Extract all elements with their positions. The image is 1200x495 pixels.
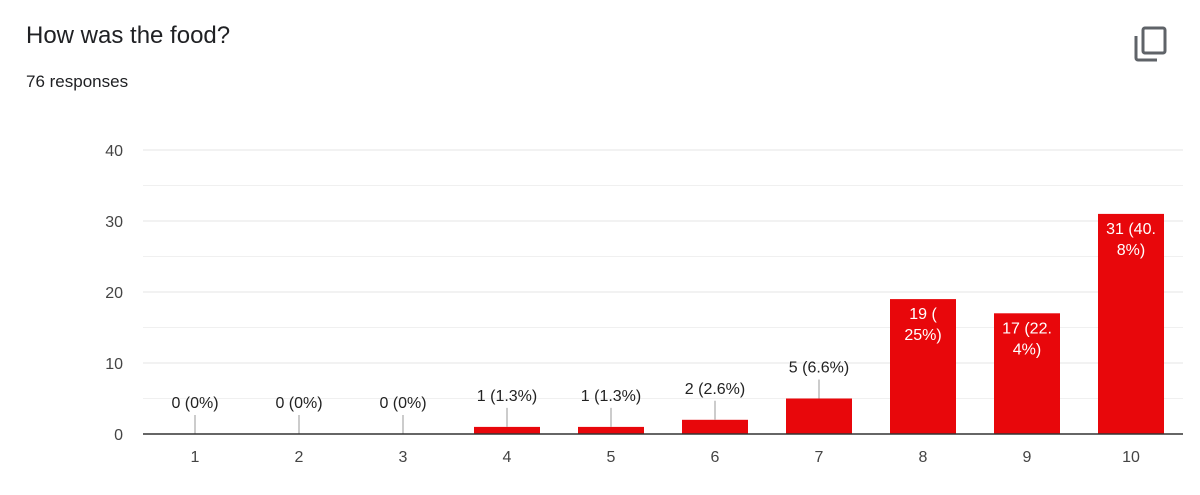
y-tick-label: 30 xyxy=(105,214,123,231)
bar xyxy=(786,398,852,434)
x-tick-label: 4 xyxy=(503,449,512,466)
copy-chart-button[interactable] xyxy=(1128,22,1172,66)
bar xyxy=(994,313,1060,434)
bar xyxy=(474,426,540,434)
bar xyxy=(682,419,748,434)
data-label: 0 (0%) xyxy=(379,395,426,412)
data-label: 31 (40. xyxy=(1106,221,1156,238)
x-tick-label: 5 xyxy=(607,449,616,466)
data-label: 5 (6.6%) xyxy=(789,360,849,377)
data-label: 17 (22. xyxy=(1002,320,1052,337)
y-tick-label: 0 xyxy=(114,427,123,444)
data-label: 0 (0%) xyxy=(275,395,322,412)
copy-icon xyxy=(1134,26,1167,62)
bar xyxy=(890,299,956,434)
x-tick-label: 3 xyxy=(399,449,408,466)
x-tick-label: 7 xyxy=(815,449,824,466)
x-tick-label: 1 xyxy=(191,449,200,466)
page-title: How was the food? xyxy=(26,22,231,49)
x-tick-label: 9 xyxy=(1023,449,1032,466)
y-tick-label: 10 xyxy=(105,356,123,373)
data-label: 19 ( xyxy=(909,306,937,323)
data-label: 0 (0%) xyxy=(171,395,218,412)
y-tick-label: 40 xyxy=(105,143,123,160)
bar xyxy=(578,426,644,434)
data-label: 25%) xyxy=(904,327,941,344)
x-tick-label: 6 xyxy=(711,449,720,466)
response-count: 76 responses xyxy=(26,72,129,91)
data-label: 1 (1.3%) xyxy=(581,388,641,405)
bar xyxy=(1098,213,1164,434)
data-label: 4%) xyxy=(1013,341,1041,358)
x-tick-label: 10 xyxy=(1122,449,1140,466)
x-tick-label: 2 xyxy=(295,449,304,466)
data-label: 1 (1.3%) xyxy=(477,388,537,405)
data-label: 8%) xyxy=(1117,242,1145,259)
y-tick-label: 20 xyxy=(105,285,123,302)
x-tick-label: 8 xyxy=(919,449,928,466)
data-label: 2 (2.6%) xyxy=(685,381,745,398)
